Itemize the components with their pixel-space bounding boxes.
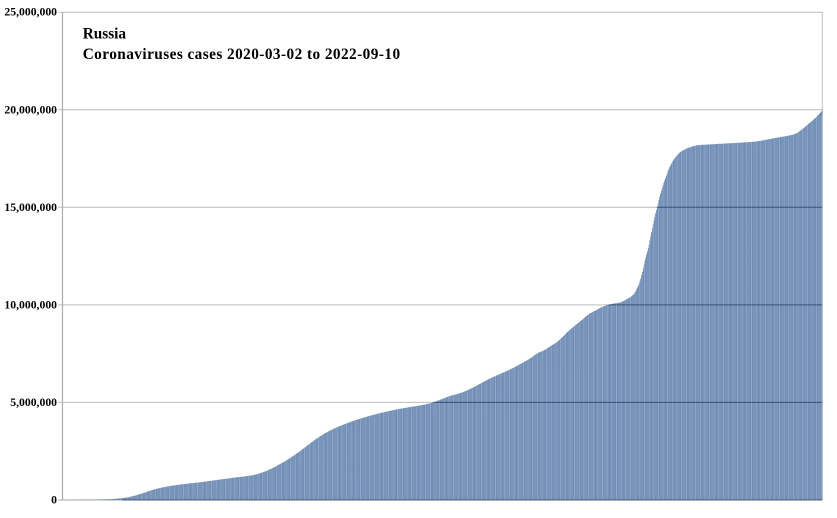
svg-text:20,000,000: 20,000,000: [4, 103, 57, 116]
svg-text:5,000,000: 5,000,000: [10, 396, 57, 409]
svg-text:0: 0: [51, 494, 57, 507]
svg-text:10,000,000: 10,000,000: [4, 298, 57, 311]
svg-text:25,000,000: 25,000,000: [4, 6, 57, 19]
svg-text:Russia: Russia: [83, 26, 127, 43]
svg-text:Coronaviruses cases 2020-03-02: Coronaviruses cases 2020-03-02 to 2022-0…: [83, 46, 401, 63]
svg-text:15,000,000: 15,000,000: [4, 201, 57, 214]
